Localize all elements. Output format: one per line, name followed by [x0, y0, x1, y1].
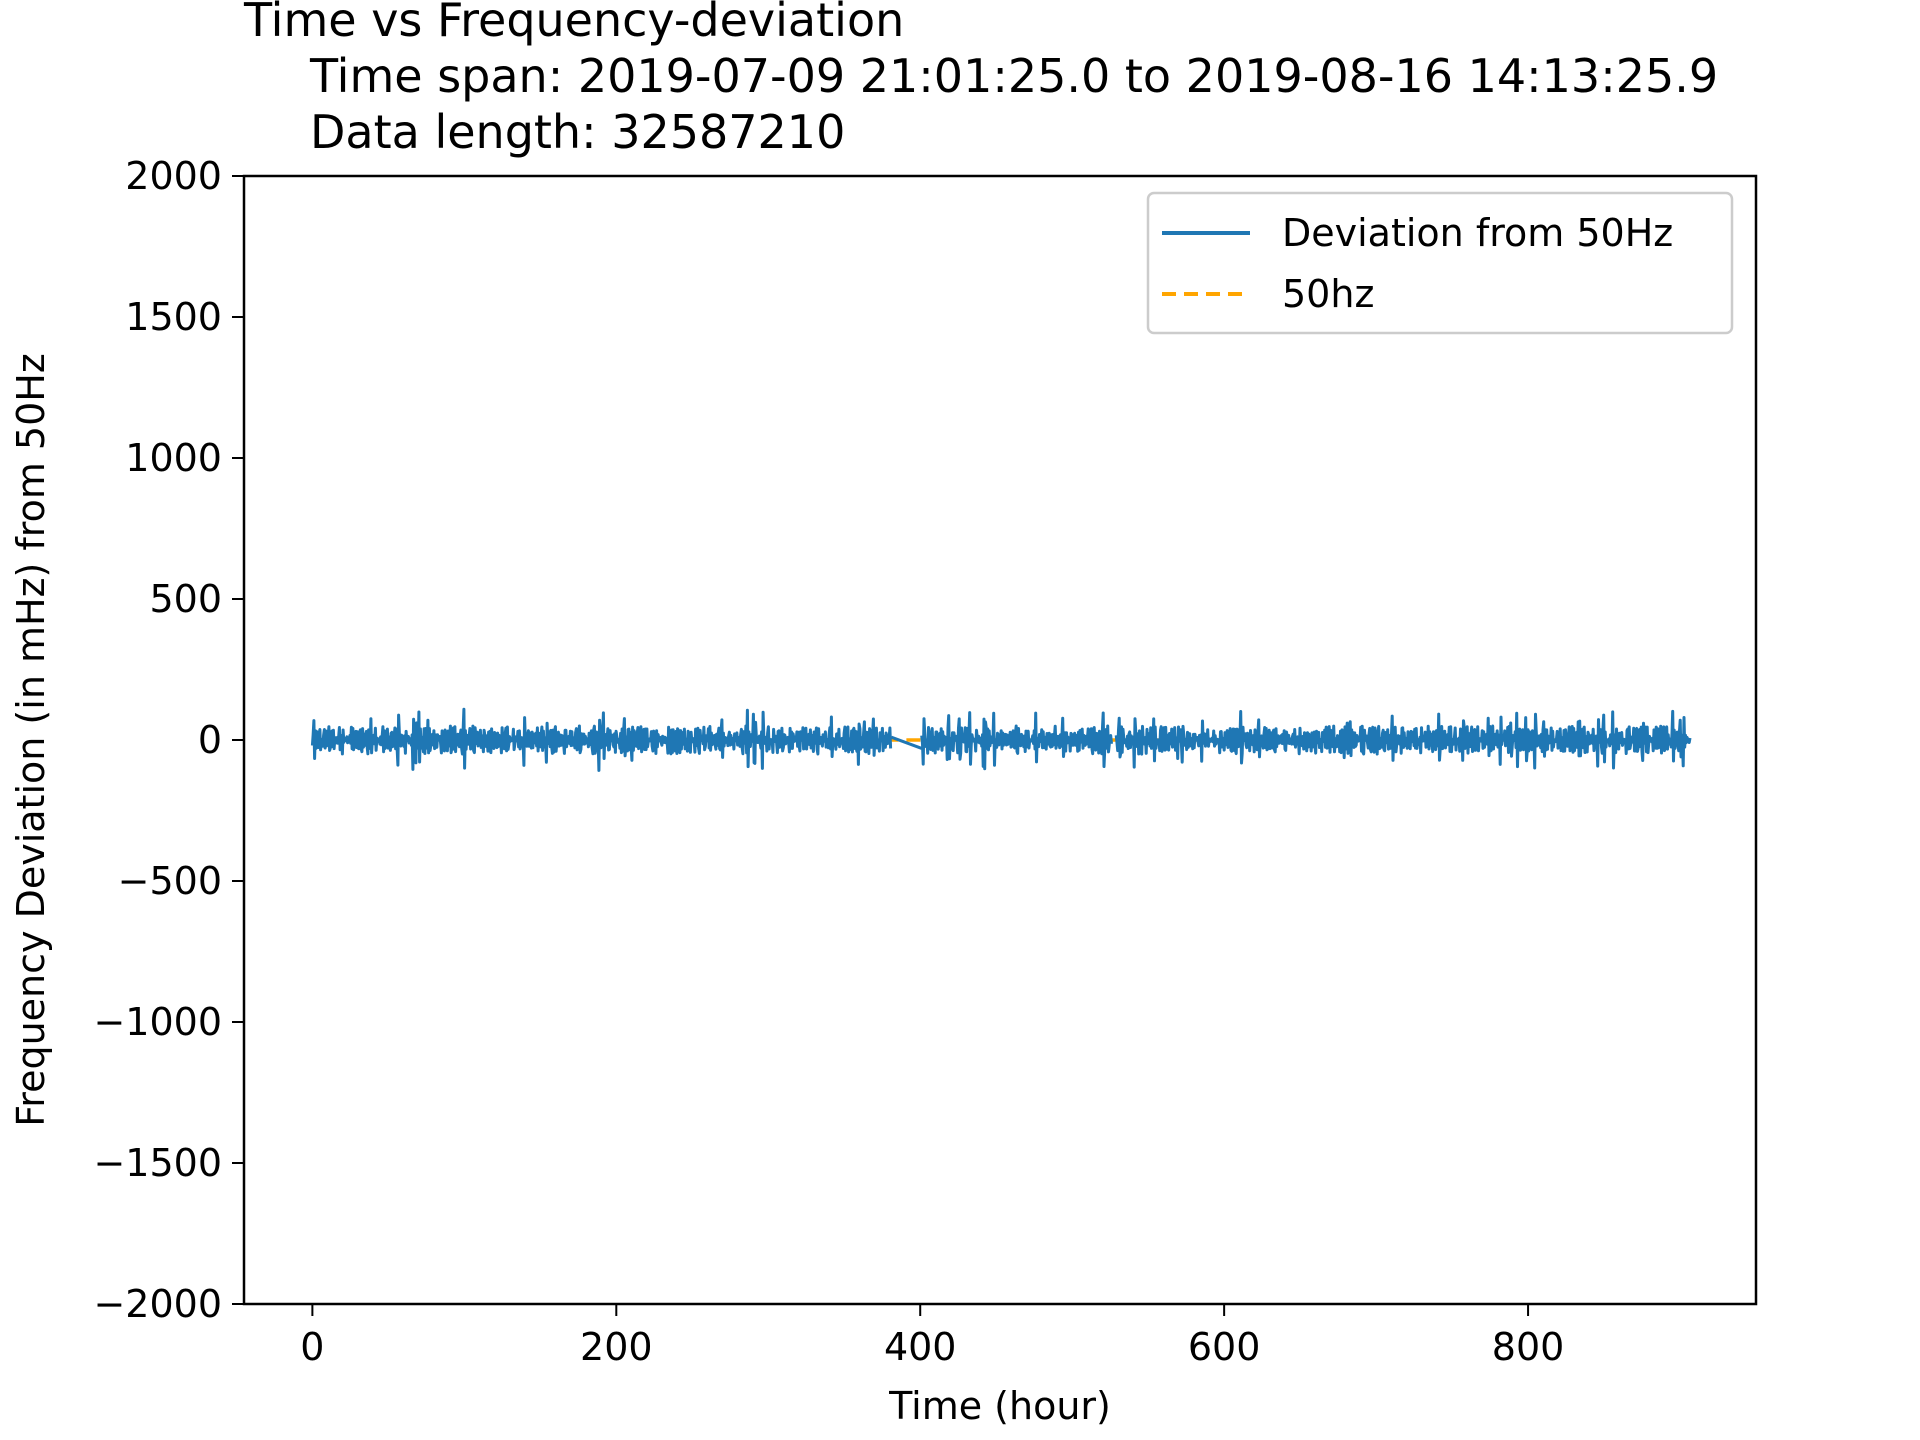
deviation-series-segment — [1114, 709, 1692, 770]
x-tick-label: 0 — [300, 1325, 324, 1369]
y-tick-label: −1000 — [93, 1000, 222, 1044]
y-axis-ticks: −2000 −1500 −1000 −500 0 500 1000 1500 2000 — [93, 154, 244, 1326]
y-axis-label: Frequency Deviation (in mHz) from 50Hz — [9, 353, 53, 1127]
y-tick-label: −1500 — [93, 1141, 222, 1185]
y-tick-label: 500 — [149, 577, 222, 621]
x-tick-label: 400 — [884, 1325, 957, 1369]
y-tick-label: 1500 — [125, 295, 222, 339]
y-tick-label: −500 — [118, 859, 222, 903]
deviation-series-segment — [310, 707, 893, 772]
legend-box — [1146, 191, 1734, 335]
deviation-series-gap-bridge — [890, 735, 923, 750]
legend-label: 50hz — [1282, 272, 1374, 316]
chart-title-line: Data length: 32587210 — [310, 105, 845, 159]
legend-label: Deviation from 50Hz — [1282, 211, 1673, 255]
legend: Deviation from 50Hz 50hz — [1146, 191, 1734, 335]
x-axis-label: Time (hour) — [888, 1384, 1111, 1428]
y-tick-label: −2000 — [93, 1282, 222, 1326]
chart-title-line: Time span: 2019-07-09 21:01:25.0 to 2019… — [309, 49, 1718, 103]
x-axis-ticks: 0 200 400 600 800 — [300, 1304, 1564, 1369]
chart-title-line: Time vs Frequency-deviation — [243, 0, 904, 47]
y-tick-label: 2000 — [125, 154, 222, 198]
deviation-series-segment — [920, 711, 1113, 771]
x-tick-label: 200 — [580, 1325, 653, 1369]
y-tick-label: 0 — [198, 718, 222, 762]
plot-series — [310, 707, 1692, 772]
x-tick-label: 800 — [1492, 1325, 1565, 1369]
x-tick-label: 600 — [1188, 1325, 1261, 1369]
y-tick-label: 1000 — [125, 436, 222, 480]
